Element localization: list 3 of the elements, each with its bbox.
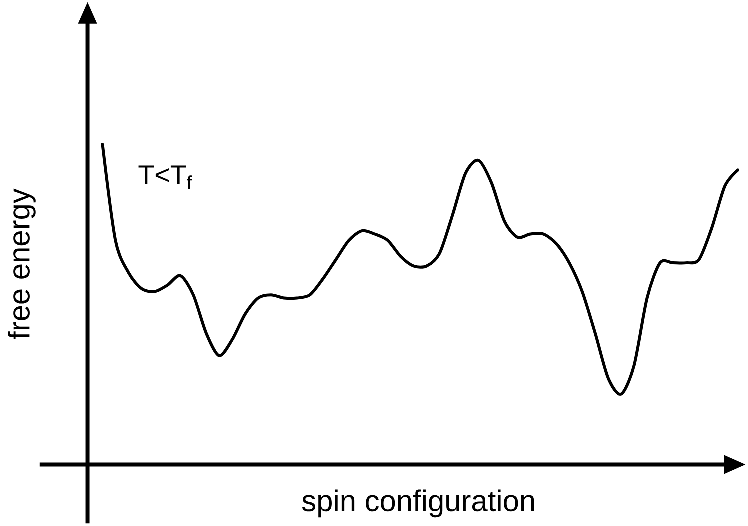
x-axis-title: spin configuration — [302, 490, 534, 518]
y-axis-title: free energy — [8, 188, 36, 340]
annotation: T<T$_{f}$ — [138, 166, 192, 190]
